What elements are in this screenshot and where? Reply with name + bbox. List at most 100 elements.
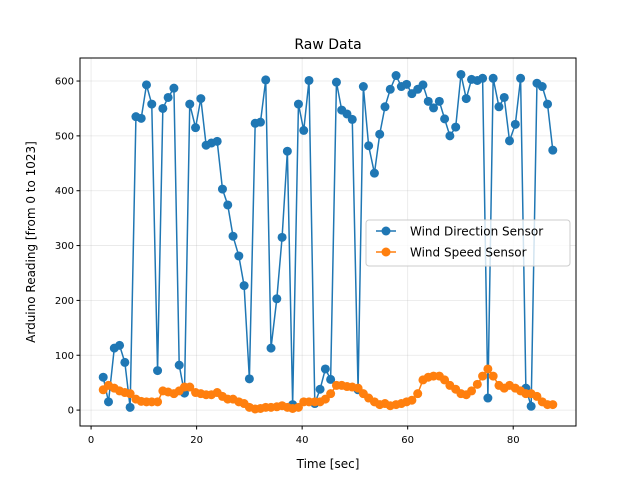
data-point (223, 200, 233, 210)
data-point (234, 251, 244, 261)
data-point (228, 231, 238, 241)
data-point (505, 136, 515, 146)
data-point (115, 340, 125, 350)
data-point (125, 402, 135, 412)
data-point (261, 75, 271, 85)
data-point (255, 117, 265, 127)
data-point (217, 184, 227, 194)
data-point (407, 395, 417, 405)
data-point (402, 79, 412, 89)
data-point (380, 102, 390, 112)
data-point (266, 343, 276, 353)
legend-label-direction: Wind Direction Sensor (410, 225, 543, 239)
data-point (326, 389, 336, 399)
data-point (136, 113, 146, 123)
data-point (169, 83, 179, 93)
x-tick-label: 0 (88, 435, 94, 446)
data-point (153, 397, 163, 407)
data-point (153, 366, 163, 376)
y-tick-label: 0 (68, 406, 74, 417)
data-point (141, 80, 151, 90)
data-point (391, 71, 401, 81)
data-point (445, 131, 455, 141)
data-point (451, 122, 461, 132)
data-point (244, 374, 254, 384)
y-axis-label: Arduino Reading [from 0 to 1023] (24, 141, 38, 343)
data-point (548, 400, 558, 410)
data-point (212, 136, 222, 146)
data-point (429, 103, 439, 113)
data-point (488, 371, 498, 381)
y-tick-label: 500 (55, 131, 74, 142)
data-point (174, 360, 184, 370)
data-point (418, 80, 428, 90)
data-point (304, 75, 314, 85)
data-point (369, 168, 379, 178)
data-point (440, 114, 450, 124)
data-point (364, 141, 374, 151)
data-point (347, 114, 357, 124)
data-point (315, 384, 325, 394)
x-tick-label: 40 (296, 435, 309, 446)
data-point (375, 129, 385, 139)
data-point (98, 372, 108, 382)
y-tick-label: 200 (55, 296, 74, 307)
data-point (163, 92, 173, 102)
data-point (320, 364, 330, 374)
data-point (277, 232, 287, 242)
legend-marker-speed (381, 247, 391, 257)
data-point (499, 92, 509, 102)
y-tick-label: 400 (55, 186, 74, 197)
data-point (478, 371, 488, 381)
data-point (461, 94, 471, 104)
axes-frame (79, 57, 577, 427)
data-point (282, 146, 292, 156)
data-point (125, 389, 135, 399)
legend-marker-direction (381, 226, 391, 236)
data-point (537, 82, 547, 92)
data-point (423, 96, 433, 106)
data-point (185, 99, 195, 109)
data-point (326, 374, 336, 384)
data-point (516, 73, 526, 83)
data-point (413, 389, 423, 399)
legend: Wind Direction Sensor Wind Speed Sensor (365, 219, 571, 267)
data-point (299, 125, 309, 135)
x-tick-label: 80 (507, 435, 520, 446)
data-point (543, 99, 553, 109)
data-point (239, 281, 249, 291)
data-point (185, 382, 195, 392)
data-point (488, 73, 498, 83)
data-point (472, 379, 482, 389)
data-point (196, 94, 206, 104)
data-point (483, 364, 493, 374)
data-point (478, 73, 488, 83)
legend-label-speed: Wind Speed Sensor (410, 246, 527, 260)
data-point (120, 357, 130, 367)
data-point (147, 99, 157, 109)
data-point (158, 103, 168, 113)
y-tick-label: 600 (55, 77, 74, 88)
x-axis-label: Time [sec] (296, 457, 360, 471)
data-point (385, 84, 395, 94)
data-point (494, 102, 504, 112)
data-point (272, 294, 282, 304)
data-point (483, 393, 493, 403)
data-point (434, 96, 444, 106)
y-tick-label: 100 (55, 351, 74, 362)
chart-title: Raw Data (294, 37, 361, 53)
data-point (510, 119, 520, 129)
data-point (103, 397, 113, 407)
data-point (526, 401, 536, 411)
data-point (331, 77, 341, 87)
x-tick-label: 20 (190, 435, 203, 446)
data-point (191, 123, 201, 133)
x-tick-label: 60 (401, 435, 414, 446)
data-point (548, 145, 558, 155)
data-point (293, 99, 303, 109)
data-point (358, 82, 368, 92)
ticks: 0 20 40 60 80 0 100 200 300 400 500 600 (55, 77, 520, 446)
data-point (456, 69, 466, 79)
series-layer (98, 69, 558, 414)
